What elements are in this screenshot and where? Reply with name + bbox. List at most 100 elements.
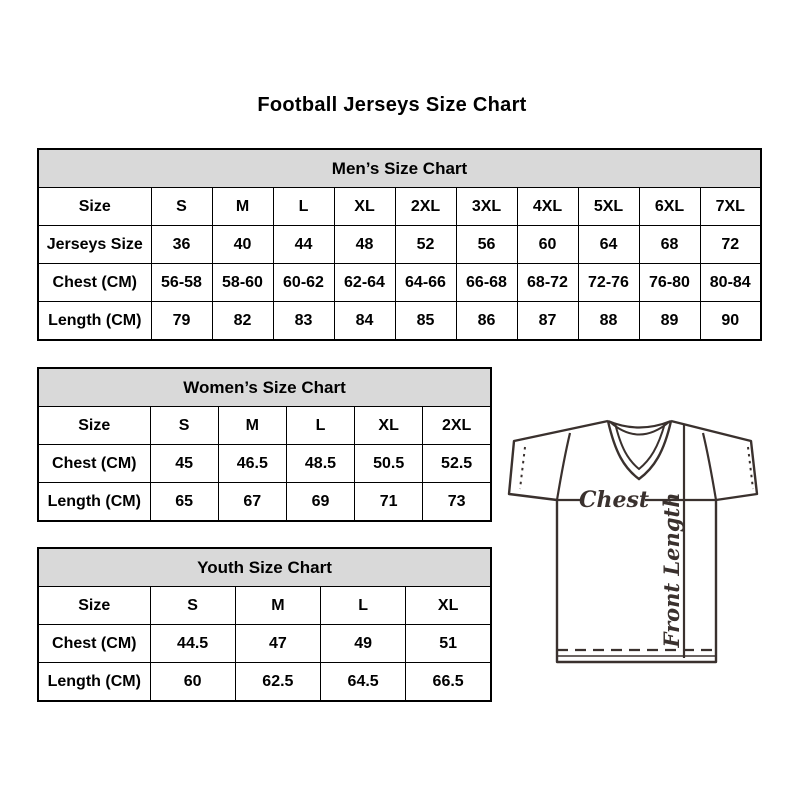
size-value-cell: 44 (272, 225, 335, 264)
size-value-cell: 48.5 (285, 444, 356, 483)
womens-table-row: Size S M L XL 2XL (37, 406, 492, 445)
jersey-measurement-diagram: Chest Front Length (503, 400, 775, 692)
size-value-cell: M (211, 187, 274, 226)
size-value-cell: 49 (319, 624, 407, 663)
size-value-cell: M (234, 586, 322, 625)
size-value-cell: XL (405, 586, 492, 625)
size-value-cell: 44.5 (149, 624, 236, 663)
size-value-cell: 5XL (577, 187, 640, 226)
size-value-cell: 89 (638, 301, 701, 341)
row-label-cell: Size (37, 406, 151, 445)
size-value-cell: 72 (699, 225, 762, 264)
size-value-cell: 62.5 (234, 662, 322, 702)
size-value-cell: 82 (211, 301, 274, 341)
mens-table-row: Size S M L XL 2XL 3XL 4XL 5XL 6XL 7XL (37, 187, 762, 226)
size-value-cell: 71 (354, 482, 424, 522)
size-value-cell: 66.5 (405, 662, 492, 702)
size-value-cell: 73 (422, 482, 492, 522)
size-value-cell: 62-64 (333, 263, 396, 302)
row-label-cell: Length (CM) (37, 662, 151, 702)
size-value-cell: 66-68 (455, 263, 518, 302)
size-value-cell: 48 (333, 225, 396, 264)
size-value-cell: 45 (149, 444, 219, 483)
front-length-label: Front Length (659, 493, 684, 649)
size-value-cell: L (319, 586, 407, 625)
row-label-cell: Chest (CM) (37, 624, 151, 663)
size-value-cell: 60 (516, 225, 579, 264)
size-value-cell: 88 (577, 301, 640, 341)
collar-v-outer (606, 420, 673, 481)
size-value-cell: 6XL (638, 187, 701, 226)
size-value-cell: 87 (516, 301, 579, 341)
mens-table-row: Length (CM) 79 82 83 84 85 86 87 88 89 90 (37, 301, 762, 341)
size-value-cell: 79 (150, 301, 213, 341)
row-label-cell: Length (CM) (37, 301, 152, 341)
size-value-cell: 52.5 (422, 444, 492, 483)
size-value-cell: 52 (394, 225, 457, 264)
cuff-dotted-line-left (519, 446, 526, 490)
size-value-cell: 56 (455, 225, 518, 264)
mens-table-row: Chest (CM) 56-58 58-60 60-62 62-64 64-66 66-68… (37, 263, 762, 302)
size-value-cell: 50.5 (354, 444, 424, 483)
size-value-cell: S (149, 406, 219, 445)
size-value-cell: 60-62 (272, 263, 335, 302)
row-label-cell: Size (37, 586, 151, 625)
womens-table-title: Women’s Size Chart (37, 367, 492, 407)
size-value-cell: 64.5 (319, 662, 407, 702)
size-value-cell: 64-66 (394, 263, 457, 302)
size-value-cell: 36 (150, 225, 213, 264)
armhole-curve-right (701, 432, 718, 501)
size-value-cell: 84 (333, 301, 396, 341)
size-value-cell: 60 (149, 662, 236, 702)
youth-table-row: Size S M L XL (37, 586, 492, 625)
size-value-cell: 69 (285, 482, 356, 522)
jersey-outline (507, 419, 759, 664)
size-value-cell: 80-84 (699, 263, 762, 302)
size-value-cell: 76-80 (638, 263, 701, 302)
size-value-cell: 40 (211, 225, 274, 264)
size-value-cell: S (149, 586, 236, 625)
size-value-cell: 3XL (455, 187, 518, 226)
size-value-cell: 51 (405, 624, 492, 663)
row-label-cell: Size (37, 187, 152, 226)
size-value-cell: 64 (577, 225, 640, 264)
size-value-cell: 2XL (422, 406, 492, 445)
row-label-cell: Jerseys Size (37, 225, 152, 264)
youth-size-table: Youth Size Chart Size S M L XL Chest (CM) 44.5 4… (37, 547, 492, 702)
womens-size-table: Women’s Size Chart Size S M L XL 2XL Chest (CM)… (37, 367, 492, 522)
mens-size-table: Men’s Size Chart Size S M L XL 2XL 3XL 4XL 5XL 6XL… (37, 148, 762, 341)
size-value-cell: 90 (699, 301, 762, 341)
size-value-cell: 58-60 (211, 263, 274, 302)
youth-table-row: Chest (CM) 44.5 47 49 51 (37, 624, 492, 663)
size-value-cell: 4XL (516, 187, 579, 226)
collar-v-inner (614, 422, 666, 471)
size-value-cell: XL (354, 406, 424, 445)
size-value-cell: 86 (455, 301, 518, 341)
size-value-cell: 67 (217, 482, 287, 522)
size-value-cell: 56-58 (150, 263, 213, 302)
mens-table-row: Jerseys Size 36 40 44 48 52 56 60 64 68 72 (37, 225, 762, 264)
mens-table-title: Men’s Size Chart (37, 148, 762, 188)
size-value-cell: 7XL (699, 187, 762, 226)
chest-label: Chest (579, 487, 649, 513)
size-value-cell: 72-76 (577, 263, 640, 302)
size-value-cell: L (272, 187, 335, 226)
jersey-sketch: Chest Front Length (507, 419, 759, 664)
size-value-cell: 46.5 (217, 444, 287, 483)
size-value-cell: L (285, 406, 356, 445)
size-value-cell: XL (333, 187, 396, 226)
youth-table-title: Youth Size Chart (37, 547, 492, 587)
size-value-cell: 83 (272, 301, 335, 341)
row-label-cell: Length (CM) (37, 482, 151, 522)
size-value-cell: 68 (638, 225, 701, 264)
size-value-cell: 2XL (394, 187, 457, 226)
youth-table-row: Length (CM) 60 62.5 64.5 66.5 (37, 662, 492, 702)
womens-table-row: Length (CM) 65 67 69 71 73 (37, 482, 492, 522)
womens-table-row: Chest (CM) 45 46.5 48.5 50.5 52.5 (37, 444, 492, 483)
size-value-cell: 85 (394, 301, 457, 341)
size-value-cell: 47 (234, 624, 322, 663)
size-value-cell: S (150, 187, 213, 226)
row-label-cell: Chest (CM) (37, 444, 151, 483)
row-label-cell: Chest (CM) (37, 263, 152, 302)
